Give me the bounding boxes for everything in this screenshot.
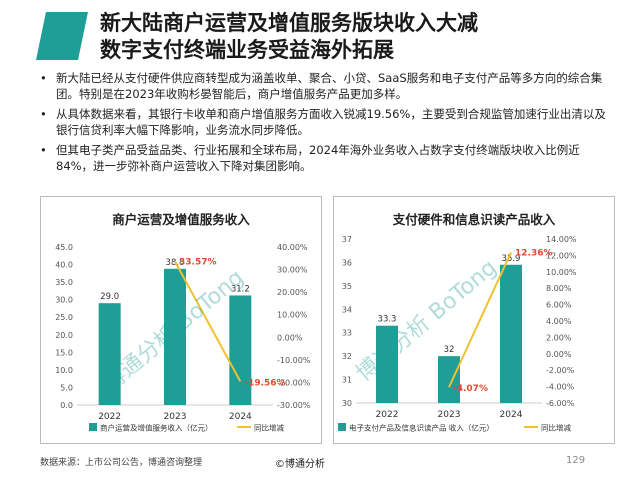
y-right-tick-label: 10.00% [277,311,308,320]
title-line-1: 新大陆商户运营及增值服务版块收入大减 [100,11,478,35]
y-right-tick-label: -2.00% [546,366,575,375]
y-right-tick-label: 30.00% [277,266,308,275]
line-value-label: 33.57% [179,258,217,268]
y-left-tick-label: 15.0 [55,348,73,357]
y-left-tick-label: 37 [342,235,352,244]
y-left-tick-label: 20.0 [55,331,73,340]
y-right-tick-label: -4.00% [546,383,575,392]
y-right-tick-label: 8.00% [546,284,572,293]
y-right-tick-label: -10.00% [277,356,311,365]
bullet-item: 从具体数据来看，其银行卡收单和商户增值服务方面收入锐减19.56%，主要受到合规… [40,106,615,138]
line-value-label: -4.07% [453,384,488,394]
y-right-tick-label: 0.00% [277,333,303,342]
y-left-tick-label: 35.0 [55,278,73,287]
y-right-tick-label: 0.00% [546,350,572,359]
y-left-tick-label: 10.0 [55,366,73,375]
y-left-tick-label: 34 [342,305,352,314]
bar [438,356,460,403]
bar-value-label: 31.2 [231,284,250,294]
chart-title: 商户运营及增值服务收入 [112,212,250,227]
y-left-tick-label: 31 [342,376,352,385]
y-right-tick-label: 12.00% [546,251,577,260]
x-tick-label: 2023 [438,410,461,420]
page-number: 129 [566,455,586,466]
chart-title: 支付硬件和信息识读产品收入 [392,212,556,227]
chart-right-panel: 支付硬件和信息识读产品收入 30 31 32 33 34 35 36 37 -6.00% -4.0… [333,196,615,444]
y-left-tick-label: 40.0 [55,261,73,270]
bar-value-label: 33.3 [378,315,397,325]
x-tick-label: 2024 [229,412,252,422]
bar [98,303,121,405]
footer-copyright: ©博通分析 [275,459,325,470]
page-title: 新大陆商户运营及增值服务版块收入大减 数字支付终端业务受益海外拓展 [100,10,620,64]
legend-label: 商户运营及增值服务收入（亿元） [100,423,213,433]
footer-source: 数据来源：上市公司公告，博通咨询整理 [40,458,203,468]
bar [164,268,186,405]
y-left-tick-label: 0.0 [60,401,73,410]
legend-label: 电子支付产品及信息识读产品 收入（亿元） [349,423,494,433]
chart-right: 30 31 32 33 34 35 36 37 -6.00% -4.00% -2.00% 0.00% 2… [338,235,577,433]
y-left-tick-label: 25.0 [55,313,73,322]
x-tick-label: 2022 [376,410,399,420]
legend-swatch-bar [338,423,346,431]
bar-value-label: 29.0 [100,292,119,302]
bar [376,325,398,403]
y-left-tick-label: 36 [342,258,352,267]
x-tick-label: 2022 [98,412,121,422]
logo-shape [36,12,88,60]
chart-left-panel: 商户运营及增值服务收入 0.0 5.0 10.0 15.0 20.0 25.0 30.0 35… [40,196,322,444]
x-tick-label: 2023 [164,412,187,422]
line-value-label: -19.56% [244,378,285,388]
y-right-tick-label: 10.00% [546,268,577,277]
y-right-tick-label: -6.00% [546,399,575,408]
legend-swatch-bar [89,423,97,431]
bar [500,264,522,403]
bullet-item: 但其电子类产品受益品类、行业拓展和全球布局，2024年海外业务收入占数字支付终端… [40,142,615,174]
bullet-list: 新大陆已经从支付硬件供应商转型成为涵盖收单、聚合、小贷、SaaS服务和电子支付产… [40,70,615,178]
title-line-2: 数字支付终端业务受益海外拓展 [100,38,394,62]
y-right-tick-label: -20.00% [277,378,311,387]
series-line [174,261,242,382]
x-tick-label: 2024 [500,410,523,420]
bar-value-label: 35.9 [502,254,521,264]
y-right-tick-label: 40.00% [277,243,308,252]
chart-left: 0.0 5.0 10.0 15.0 20.0 25.0 30.0 35.0 40.0 45.0 -3… [55,243,311,433]
y-right-tick-label: 2.00% [546,333,572,342]
y-right-tick-label: 14.00% [546,235,577,244]
y-right-tick-label: 4.00% [546,317,572,326]
bar-value-label: 32 [444,345,455,355]
bullet-item: 新大陆已经从支付硬件供应商转型成为涵盖收单、聚合、小贷、SaaS服务和电子支付产… [40,70,615,102]
y-left-tick-label: 35 [342,282,352,291]
y-right-tick-label: -30.00% [277,401,311,410]
y-left-tick-label: 30.0 [55,296,73,305]
y-left-tick-label: 5.0 [60,383,73,392]
legend-label: 同比增减 [541,423,571,433]
y-left-tick-label: 32 [342,352,352,361]
y-left-tick-label: 45.0 [55,243,73,252]
y-right-tick-label: 6.00% [546,301,572,310]
legend-label: 同比增减 [254,423,284,433]
y-right-tick-label: 20.00% [277,288,308,297]
y-left-tick-label: 30 [342,399,352,408]
bar [229,295,252,405]
series-line [448,252,512,388]
line-value-label: 12.36% [515,248,553,258]
y-left-tick-label: 33 [342,329,352,338]
